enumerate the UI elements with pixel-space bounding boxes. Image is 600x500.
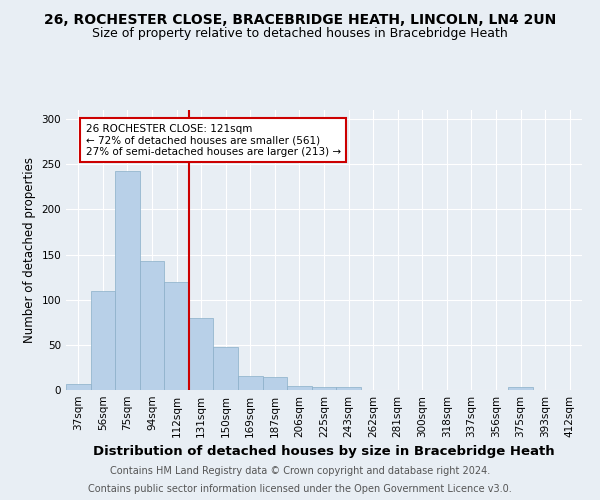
Text: Contains HM Land Registry data © Crown copyright and database right 2024.: Contains HM Land Registry data © Crown c… bbox=[110, 466, 490, 476]
Text: 26, ROCHESTER CLOSE, BRACEBRIDGE HEATH, LINCOLN, LN4 2UN: 26, ROCHESTER CLOSE, BRACEBRIDGE HEATH, … bbox=[44, 12, 556, 26]
Bar bbox=[312, 388, 336, 390]
Bar bbox=[263, 378, 287, 390]
X-axis label: Distribution of detached houses by size in Bracebridge Heath: Distribution of detached houses by size … bbox=[93, 446, 555, 458]
Bar bbox=[164, 282, 189, 390]
Bar bbox=[214, 346, 238, 390]
Bar bbox=[115, 170, 140, 390]
Text: Contains public sector information licensed under the Open Government Licence v3: Contains public sector information licen… bbox=[88, 484, 512, 494]
Text: Size of property relative to detached houses in Bracebridge Heath: Size of property relative to detached ho… bbox=[92, 28, 508, 40]
Y-axis label: Number of detached properties: Number of detached properties bbox=[23, 157, 36, 343]
Bar bbox=[238, 376, 263, 390]
Bar bbox=[189, 318, 214, 390]
Bar bbox=[91, 290, 115, 390]
Bar bbox=[508, 388, 533, 390]
Bar bbox=[336, 388, 361, 390]
Text: 26 ROCHESTER CLOSE: 121sqm
← 72% of detached houses are smaller (561)
27% of sem: 26 ROCHESTER CLOSE: 121sqm ← 72% of deta… bbox=[86, 124, 341, 156]
Bar bbox=[66, 384, 91, 390]
Bar bbox=[140, 261, 164, 390]
Bar bbox=[287, 386, 312, 390]
